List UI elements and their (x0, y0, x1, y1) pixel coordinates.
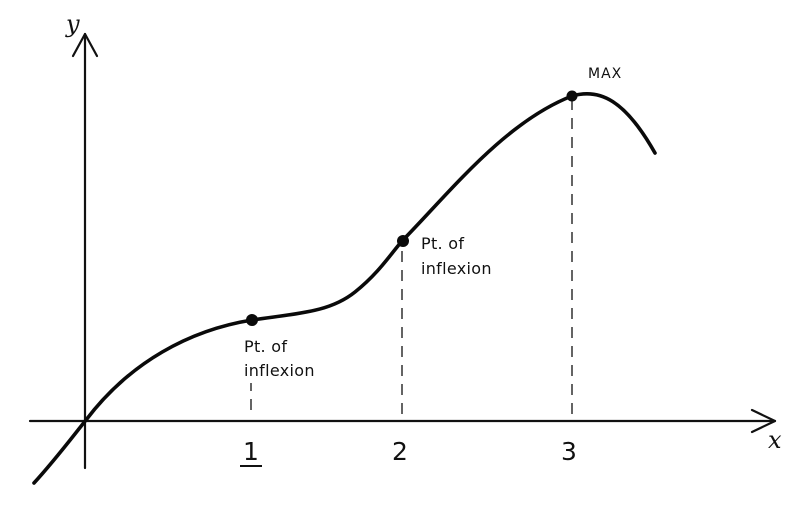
y-axis-arrowhead (71, 32, 99, 58)
function-curve (32, 91, 657, 485)
x-axis-label: x (768, 426, 782, 454)
x-tick-label-1: 1 (243, 437, 259, 466)
inflexion-point-2 (397, 235, 409, 247)
annotation-inflexion-1-line1: Pt. of (244, 337, 287, 356)
x-axis-arrowhead (750, 408, 777, 434)
x-tick-label-2: 2 (392, 437, 408, 466)
inflexion-point-1 (246, 314, 258, 326)
maximum-point (566, 90, 578, 102)
annotation-inflexion-1-line2: inflexion (244, 361, 315, 380)
x-tick-label-3: 3 (561, 437, 577, 466)
axes (28, 32, 777, 470)
annotation-inflexion-2: Pt. of inflexion (421, 234, 492, 278)
annotation-inflexion-1: Pt. of inflexion (244, 337, 315, 380)
y-axis-label: y (65, 10, 80, 38)
annotation-inflexion-2-line1: Pt. of (421, 234, 464, 253)
annotation-maximum: MAX (588, 66, 622, 82)
annotation-inflexion-2-line2: inflexion (421, 259, 492, 278)
